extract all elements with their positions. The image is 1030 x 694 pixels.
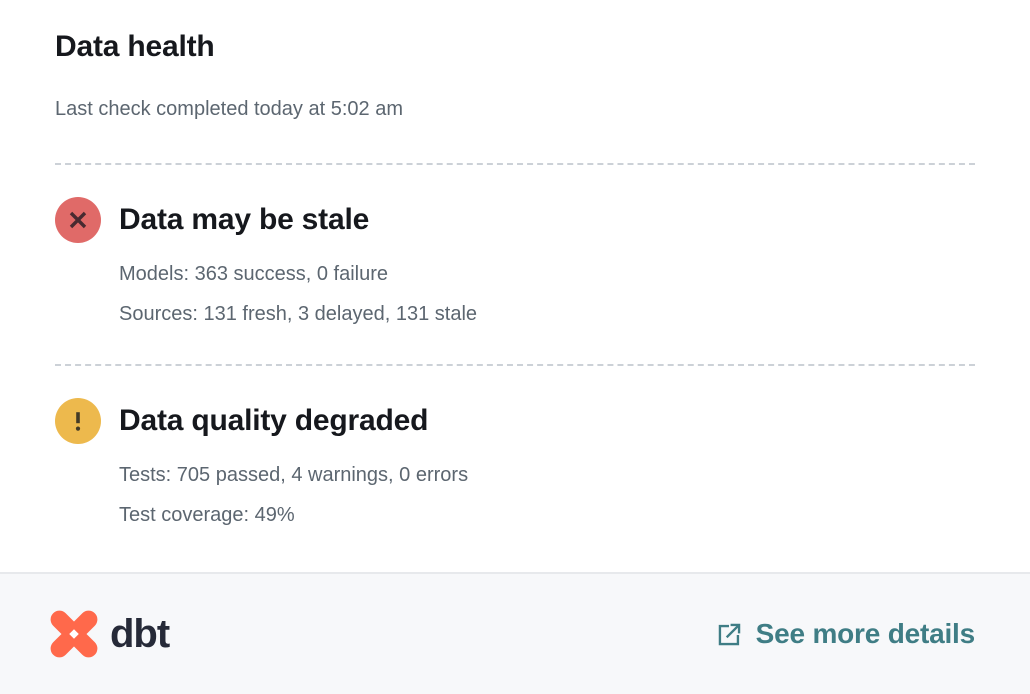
dashed-divider: [55, 364, 975, 366]
quality-section: Data quality degraded Tests: 705 passed,…: [55, 366, 975, 565]
tests-status-line: Tests: 705 passed, 4 warnings, 0 errors: [119, 464, 469, 486]
see-more-details-label: See more details: [755, 618, 976, 649]
quality-section-details: Tests: 705 passed, 4 warnings, 0 errors …: [55, 455, 975, 535]
external-link-icon: [718, 623, 740, 645]
sources-status-line: Sources: 131 fresh, 3 delayed, 131 stale: [119, 303, 478, 325]
dbt-logo-icon: [50, 610, 98, 658]
test-coverage-line: Test coverage: 49%: [119, 504, 295, 526]
warning-circle-icon: [55, 398, 101, 444]
freshness-section: Data may be stale Models: 363 success, 0…: [55, 165, 975, 364]
card-footer: dbt See more details: [0, 572, 1030, 694]
dashed-divider: [55, 163, 975, 165]
freshness-section-details: Models: 363 success, 0 failure Sources: …: [55, 254, 975, 334]
page-title: Data health: [55, 30, 215, 63]
quality-section-header: Data quality degraded: [55, 398, 975, 444]
quality-section-title: Data quality degraded: [119, 404, 429, 437]
last-check-status: Last check completed today at 5:02 am: [55, 98, 403, 120]
dbt-logo: dbt: [48, 608, 170, 660]
freshness-section-title: Data may be stale: [119, 203, 370, 236]
dbt-logo-text: dbt: [110, 611, 170, 656]
models-status-line: Models: 363 success, 0 failure: [119, 263, 389, 285]
freshness-section-header: Data may be stale: [55, 197, 975, 243]
card-content: Data health Last check completed today a…: [55, 30, 975, 565]
see-more-details-link[interactable]: See more details: [716, 618, 975, 650]
x-circle-icon: [55, 197, 101, 243]
